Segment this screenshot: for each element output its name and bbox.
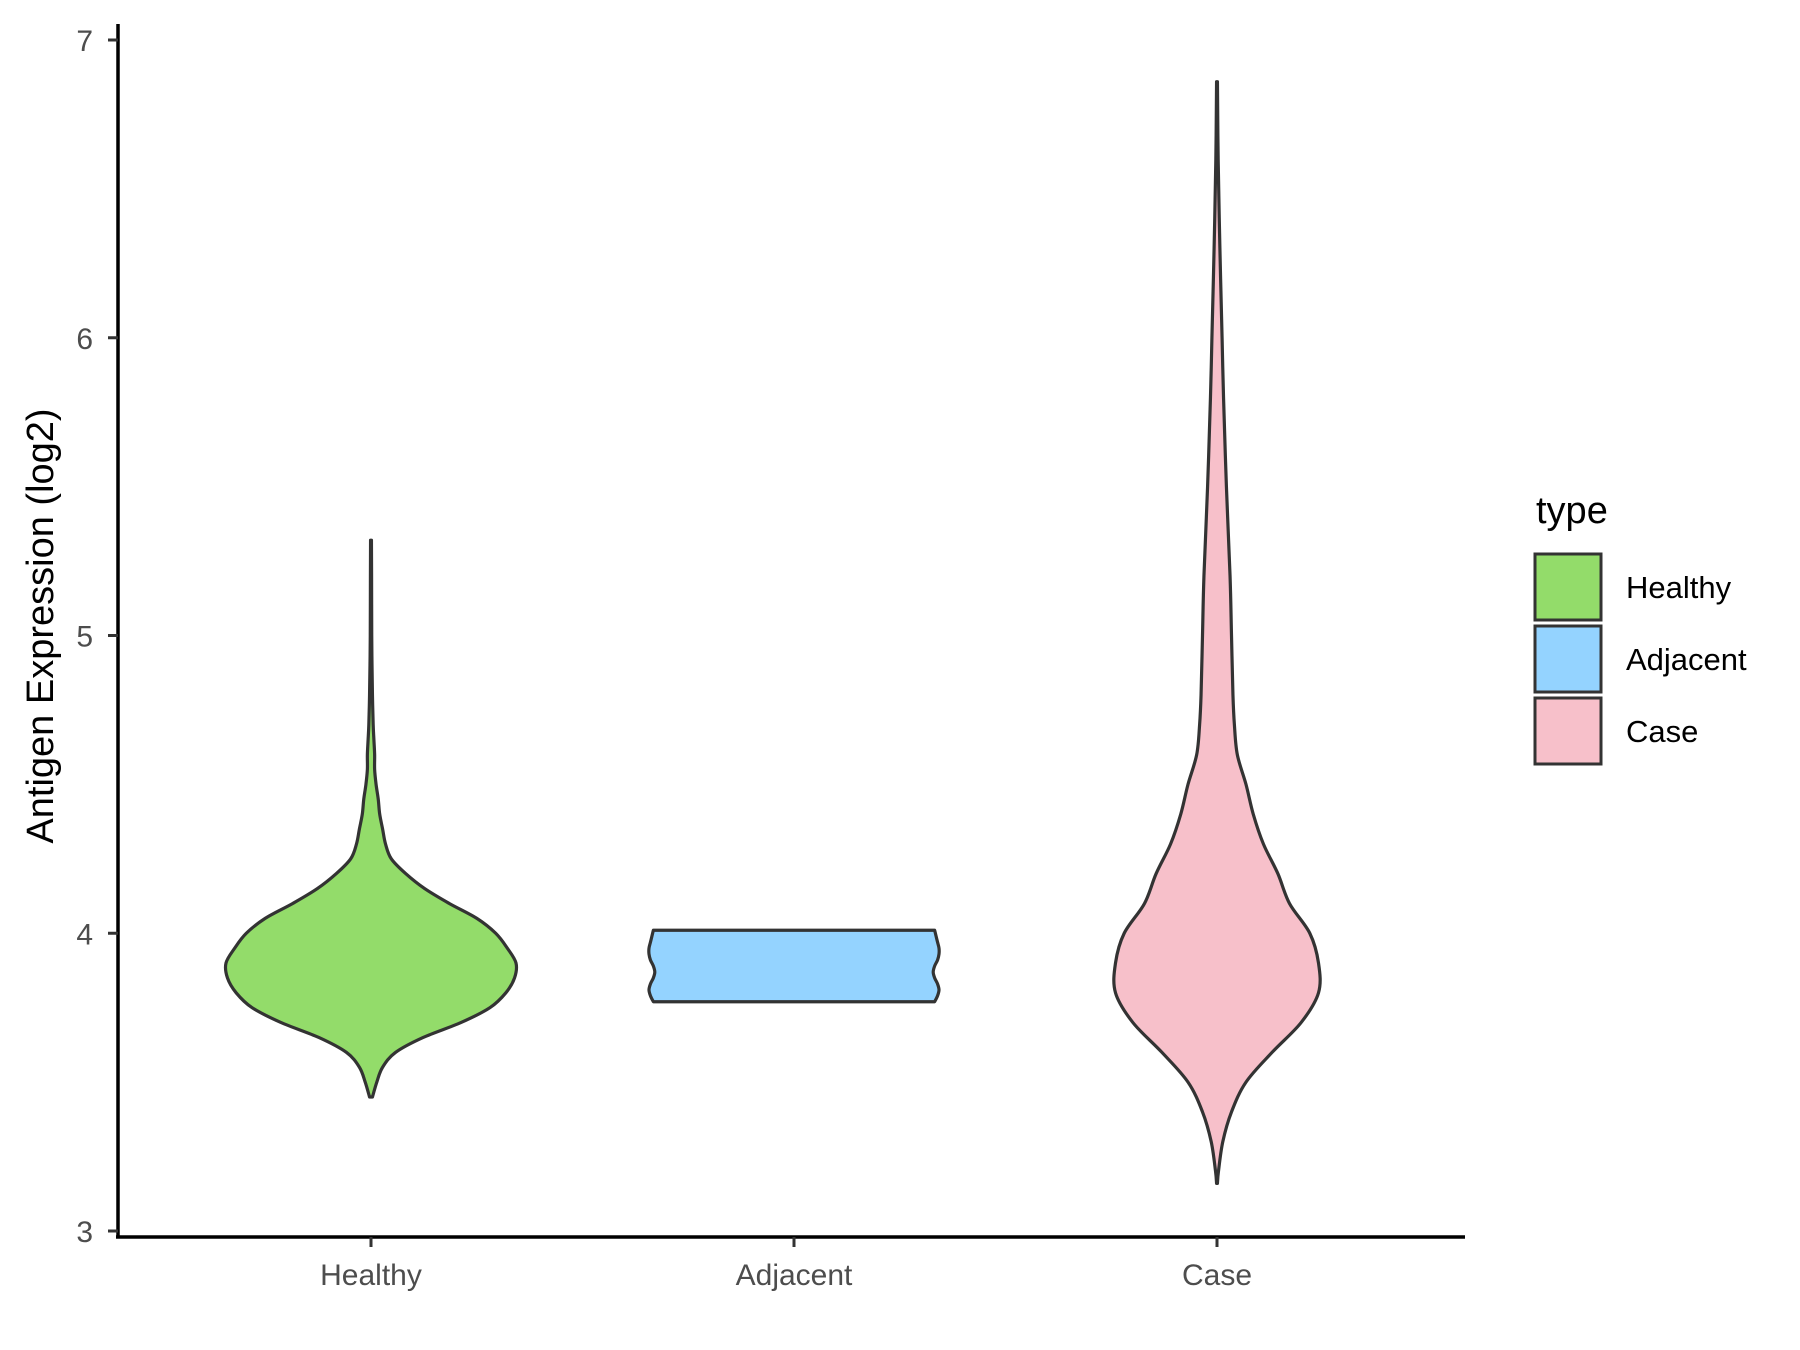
plot-area: [223, 80, 1322, 1185]
y-axis-ticks: 3 4 5 6 7: [76, 25, 118, 1249]
x-tick-label: Adjacent: [736, 1259, 853, 1292]
y-tick-label: 5: [76, 621, 93, 654]
violin-adjacent: [647, 928, 941, 1004]
y-tick-label: 7: [76, 25, 93, 58]
x-axis-ticks: Healthy Adjacent Case: [320, 1237, 1252, 1292]
legend-swatch-healthy: [1533, 552, 1603, 622]
x-tick-label: Healthy: [320, 1259, 422, 1292]
x-tick-label: Case: [1182, 1259, 1252, 1292]
y-tick-label: 3: [76, 1216, 93, 1249]
legend-title: type: [1536, 490, 1608, 532]
violin-case: [1112, 80, 1322, 1185]
y-tick-label: 4: [76, 918, 93, 951]
y-tick-label: 6: [76, 323, 93, 356]
legend-swatch-case: [1533, 696, 1603, 766]
legend-label-adjacent: Adjacent: [1626, 642, 1747, 677]
legend-label-case: Case: [1626, 714, 1698, 749]
legend-swatch-adjacent: [1533, 624, 1603, 694]
violin-healthy: [223, 538, 519, 1099]
y-axis-title: Antigen Expression (log2): [20, 408, 62, 843]
legend-label-healthy: Healthy: [1626, 570, 1732, 605]
legend: type Healthy Adjacent Case: [1533, 490, 1747, 766]
